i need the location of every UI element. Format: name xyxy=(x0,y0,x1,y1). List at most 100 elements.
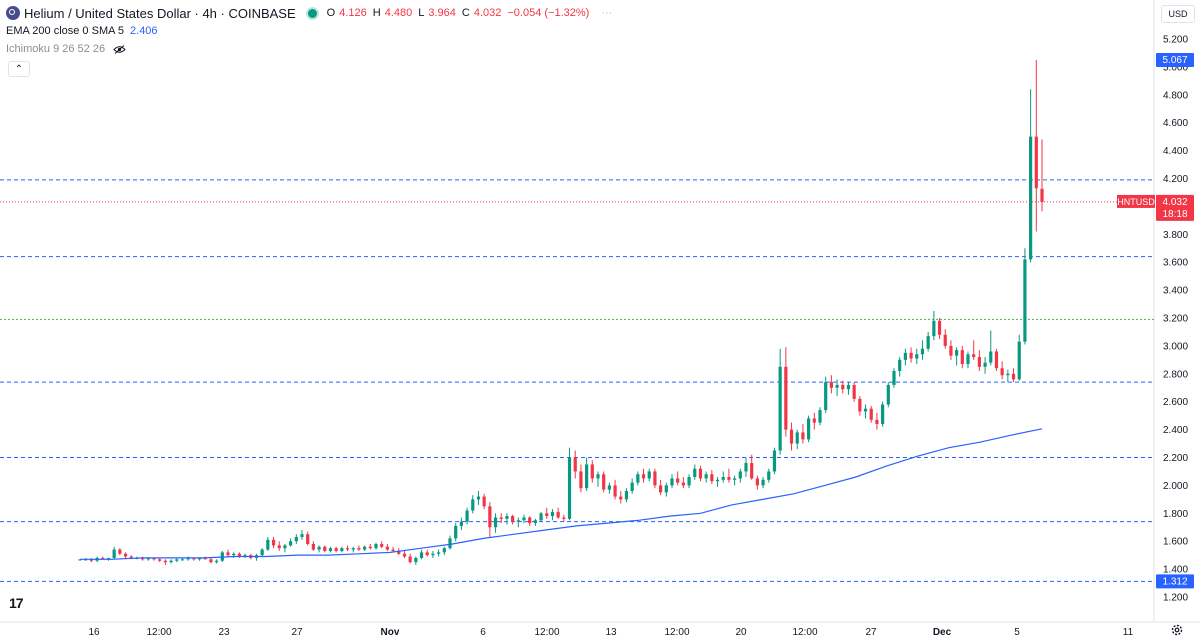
candle-body xyxy=(824,382,828,411)
x-tick-label: 11 xyxy=(1123,627,1134,638)
y-tick-label: 3.600 xyxy=(1163,258,1188,269)
candle-body xyxy=(283,545,287,549)
y-tick-label: 1.400 xyxy=(1163,565,1188,576)
candle-body xyxy=(1034,136,1038,189)
candle-body xyxy=(710,474,714,482)
x-tick-label: 16 xyxy=(88,627,100,638)
candle-body xyxy=(476,496,481,500)
candle-body xyxy=(311,543,315,550)
y-tick-label: 4.600 xyxy=(1163,118,1188,129)
candle-body xyxy=(715,479,720,482)
eye-hidden-icon[interactable] xyxy=(113,44,126,54)
y-tick-label: 4.400 xyxy=(1163,146,1188,157)
candle-body xyxy=(146,557,150,560)
candle-body xyxy=(795,432,799,444)
candle-body xyxy=(516,520,520,522)
settings-gear-icon[interactable] xyxy=(1170,623,1184,637)
candle-body xyxy=(613,485,617,497)
candle-body xyxy=(596,474,600,479)
candle-body xyxy=(402,553,407,557)
candle-body xyxy=(539,513,543,521)
candle-body xyxy=(129,556,133,558)
candle-body xyxy=(215,560,219,563)
helium-logo-icon xyxy=(6,6,20,20)
low-marker-label: 1.312 xyxy=(1162,576,1187,587)
candle-body xyxy=(863,408,868,412)
candle-body xyxy=(681,482,685,486)
candle-body xyxy=(738,471,742,479)
candle-body xyxy=(442,548,446,553)
candle-body xyxy=(602,474,606,490)
candle-body xyxy=(772,450,777,472)
candle-body xyxy=(989,351,993,363)
candle-body xyxy=(886,384,890,405)
candle-body xyxy=(505,516,509,519)
more-dots[interactable]: ··· xyxy=(601,7,613,19)
candle-body xyxy=(1040,188,1044,202)
candle-body xyxy=(704,474,708,479)
candle-body xyxy=(755,478,759,486)
candle-body xyxy=(909,352,913,359)
candle-body xyxy=(328,548,333,551)
close-value: 4.032 xyxy=(473,7,502,19)
candle-body xyxy=(351,548,355,550)
candle-body xyxy=(881,404,885,425)
candle-body xyxy=(835,384,839,388)
tradingview-logo-icon: 17 xyxy=(9,595,24,611)
y-tick-label: 3.400 xyxy=(1163,286,1188,297)
candle-body xyxy=(368,546,372,549)
candle-body xyxy=(943,334,947,346)
collapse-icon[interactable]: ⌃ xyxy=(8,61,30,77)
candle-body xyxy=(106,557,111,560)
y-tick-label: 2.800 xyxy=(1163,369,1188,380)
candle-body xyxy=(983,362,987,367)
indicator-ema-sma[interactable]: EMA 200 close 0 SMA 5 2.406 xyxy=(6,25,158,37)
candle-body xyxy=(101,557,105,560)
x-tick-label: 23 xyxy=(218,627,230,638)
candle-body xyxy=(915,354,919,359)
live-status-icon xyxy=(307,8,317,18)
candle-body xyxy=(471,499,475,511)
change-value: −0.054 (−1.32%) xyxy=(507,7,590,19)
candle-body xyxy=(345,548,350,550)
symbol-title[interactable]: Helium / United States Dollar · 4h · COI… xyxy=(24,5,296,21)
candle-body xyxy=(323,546,327,551)
ohlc-values: O 4.126 H 4.480 L 3.964 C 4.032 −0.054 (−1.3… xyxy=(327,7,613,19)
x-tick-label: 12:00 xyxy=(534,627,559,638)
high-marker-label-bg xyxy=(1156,53,1194,67)
candle-body xyxy=(141,557,145,560)
indicator-ichimoku[interactable]: Ichimoku 9 26 52 26 xyxy=(6,43,126,55)
y-tick-label: 4.200 xyxy=(1163,174,1188,185)
candle-body xyxy=(363,546,367,550)
y-tick-label: 3.800 xyxy=(1163,230,1188,241)
candle-body xyxy=(1017,341,1021,380)
ema-sma-value: 2.406 xyxy=(130,25,158,37)
candle-body xyxy=(414,557,418,563)
candle-body xyxy=(955,350,959,356)
candle-body xyxy=(511,516,515,522)
candle-body xyxy=(306,534,310,544)
candle-body xyxy=(567,457,572,519)
candle-body xyxy=(818,410,822,423)
candle-body xyxy=(875,419,879,425)
candle-body xyxy=(169,560,173,563)
candle-body xyxy=(624,490,629,500)
candle-body xyxy=(357,548,361,550)
candle-body xyxy=(1023,259,1027,342)
candle-body xyxy=(960,350,964,365)
candle-body xyxy=(1029,136,1033,260)
candle-body xyxy=(607,485,611,490)
y-tick-label: 1.200 xyxy=(1163,593,1188,604)
high-value: 4.480 xyxy=(384,7,413,19)
currency-selector[interactable]: USD xyxy=(1161,5,1195,23)
candle-body xyxy=(556,511,560,518)
x-tick-label: Nov xyxy=(381,627,400,638)
candle-body xyxy=(385,546,389,550)
candle-body xyxy=(260,549,264,556)
candle-body xyxy=(932,320,936,337)
candle-body xyxy=(972,354,976,358)
candle-body xyxy=(209,559,213,563)
candle-body xyxy=(1011,373,1016,380)
candle-body xyxy=(300,534,304,538)
